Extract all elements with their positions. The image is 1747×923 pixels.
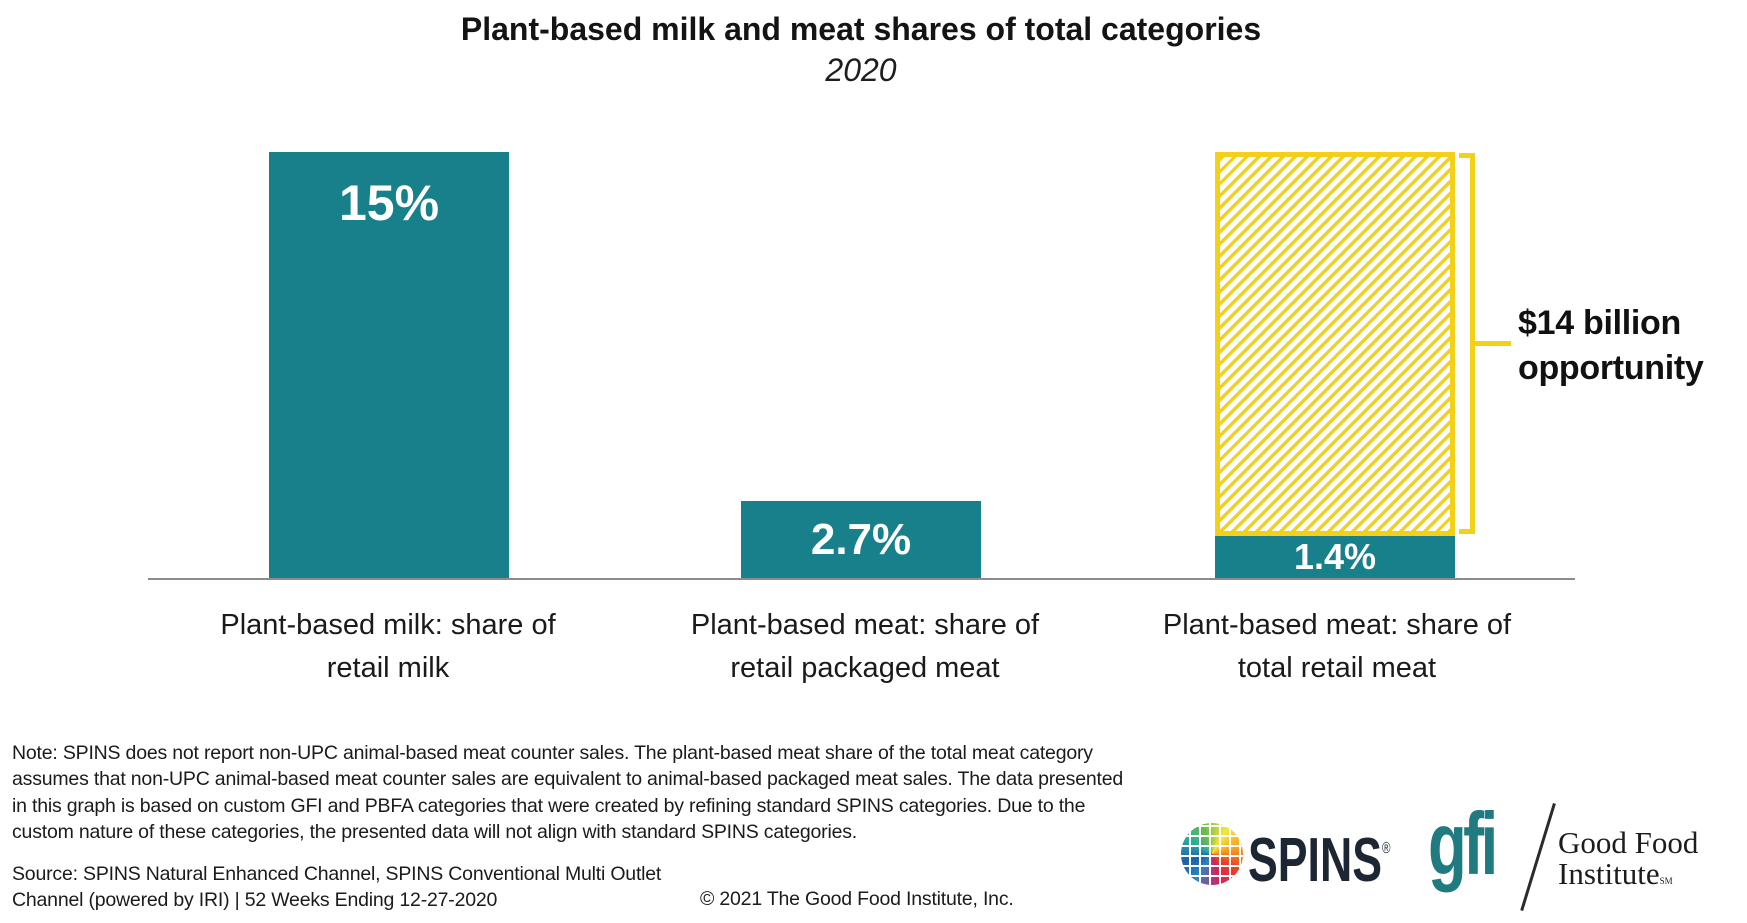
opportunity-bracket-top-tick <box>1459 153 1475 158</box>
category-label-milk-line1: Plant-based milk: share of <box>220 609 556 641</box>
gfi-org-line1: Good Food <box>1558 825 1699 860</box>
category-label-packaged-meat-line2: retail packaged meat <box>730 652 1000 684</box>
bar-value-label-packaged-meat: 2.7% <box>810 514 912 564</box>
bar-value-label-milk: 15% <box>338 175 440 231</box>
chart-subtitle: 2020 <box>825 52 897 88</box>
gfi-slash-divider <box>1520 803 1556 911</box>
opportunity-bracket-vertical <box>1470 153 1475 534</box>
note-line1: Note: SPINS does not report non-UPC anim… <box>12 742 1093 764</box>
note-text: Note: SPINS does not report non-UPC anim… <box>12 740 1123 846</box>
source-line1: Source: SPINS Natural Enhanced Channel, … <box>12 863 662 885</box>
gfi-wordmark: gfi <box>1428 794 1498 893</box>
x-axis-line <box>148 578 1575 580</box>
opportunity-annotation-line2: opportunity <box>1518 349 1704 387</box>
spins-wordmark: SPINS® <box>1248 818 1390 892</box>
gfi-org-name: Good Food InstituteSM <box>1558 827 1698 897</box>
source-text: Source: SPINS Natural Enhanced Channel, … <box>12 861 661 914</box>
source-line2: Channel (powered by IRI) | 52 Weeks Endi… <box>12 889 498 912</box>
note-line2: assumes that non-UPC animal-based meat c… <box>12 768 1124 791</box>
category-label-total-meat-line1: Plant-based meat: share of <box>1162 609 1512 641</box>
registered-trademark-symbol: ® <box>1381 840 1391 857</box>
category-label-packaged-meat: Plant-based meat: share of retail packag… <box>605 604 1125 690</box>
copyright-text: © 2021 The Good Food Institute, Inc. <box>700 888 1014 910</box>
bar-plant-based-meat-packaged: 2.7% <box>741 501 981 578</box>
note-line3: in this graph is based on custom GFI and… <box>12 794 1086 817</box>
chart-title: Plant-based milk and meat shares of tota… <box>460 11 1262 47</box>
bar-value-label-total-meat: 1.4% <box>1293 536 1377 577</box>
opportunity-annotation: $14 billion opportunity <box>1518 301 1704 391</box>
bar-plant-based-meat-total: 1.4% <box>1215 536 1455 578</box>
note-line4: custom nature of these categories, the p… <box>12 821 857 844</box>
opportunity-bracket-middle-tick <box>1475 341 1511 346</box>
servicemark-symbol: SM <box>1659 876 1673 886</box>
category-label-total-meat-line2: total retail meat <box>1237 652 1437 684</box>
bar-plant-based-milk <box>269 152 509 578</box>
spins-globe-icon <box>1181 823 1243 885</box>
category-label-packaged-meat-line1: Plant-based meat: share of <box>690 609 1040 641</box>
category-label-total-meat: Plant-based meat: share of total retail … <box>1077 604 1597 690</box>
opportunity-hatched-area <box>1215 152 1455 536</box>
category-label-milk: Plant-based milk: share of retail milk <box>128 604 648 690</box>
spins-wordmark-text: SPINS <box>1248 826 1382 895</box>
category-label-milk-line2: retail milk <box>326 652 450 684</box>
gfi-org-line2-text: Institute <box>1558 856 1660 891</box>
opportunity-annotation-line1: $14 billion <box>1518 304 1681 342</box>
opportunity-bracket-bottom-tick <box>1459 529 1475 534</box>
gfi-org-line2: InstituteSM <box>1558 858 1698 897</box>
